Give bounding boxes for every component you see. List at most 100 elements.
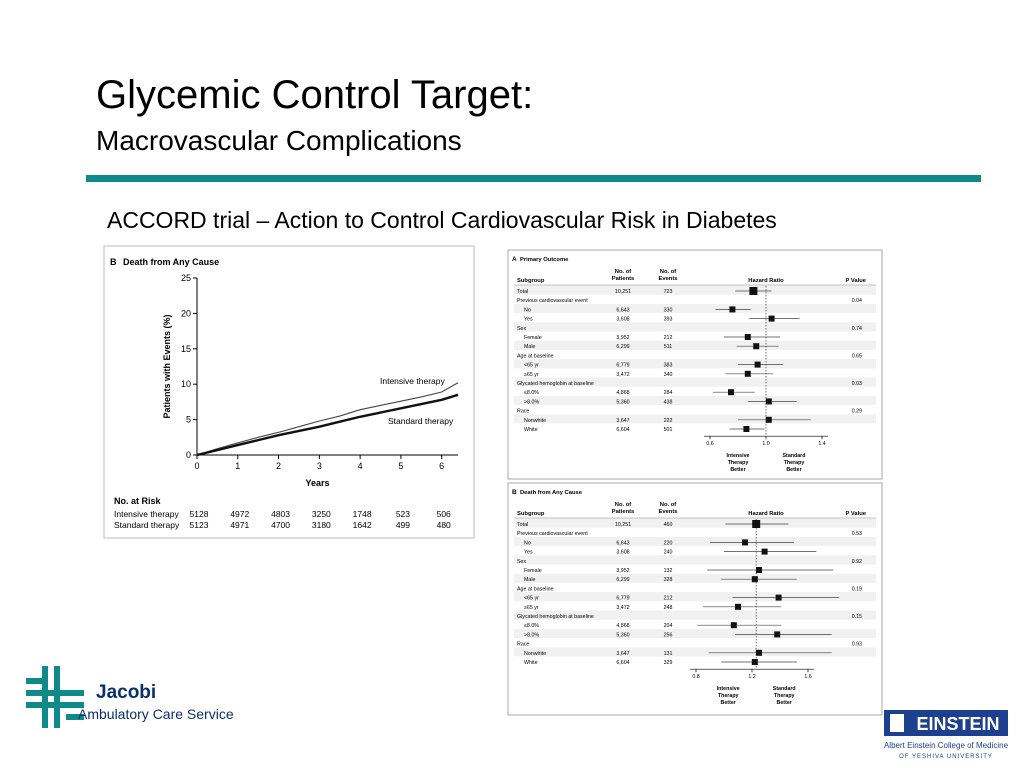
hr-marker [728, 389, 734, 396]
risk-value: 506 [437, 509, 451, 519]
patients: 3,647 [616, 651, 629, 657]
hr-marker [729, 306, 736, 313]
einstein-icon [890, 714, 904, 732]
hr-marker [744, 370, 751, 377]
km-panel [103, 245, 475, 539]
risk-value: 5128 [190, 509, 209, 519]
right-label: Better [786, 467, 801, 473]
col-events: Events [658, 276, 677, 282]
p-value: 0.65 [852, 353, 862, 359]
col-hr: Hazard Ratio [748, 511, 784, 517]
events: 383 [664, 363, 673, 369]
p-value: 0.04 [852, 298, 862, 304]
series-label: Standard therapy [388, 416, 454, 426]
p-value: 0.92 [852, 559, 862, 565]
row-label: <65 yr [524, 363, 539, 369]
patients: 6,643 [616, 307, 629, 313]
row-label: White [524, 660, 538, 666]
left-label: Therapy [718, 693, 739, 699]
events: 328 [664, 577, 673, 583]
row-label: Male [524, 344, 536, 350]
chart-title: Primary Outcome [520, 257, 569, 263]
risk-value: 4700 [271, 520, 290, 530]
row-stripe [514, 647, 876, 657]
patients: 5,360 [616, 399, 629, 405]
col-patients: Patients [612, 276, 635, 282]
row-stripe [514, 555, 876, 565]
einstein-university: OF YESHIVA UNIVERSITY [899, 754, 993, 760]
x-tick-label: 4 [358, 461, 363, 471]
x-tick-label: 0 [194, 461, 199, 471]
patients: 6,643 [616, 540, 629, 546]
row-label: Age at baseline [517, 353, 554, 359]
row-stripe [514, 340, 876, 350]
p-value: 0.29 [852, 409, 862, 415]
col-subgroup: Subgroup [517, 511, 545, 517]
row-label: Sex [517, 326, 526, 332]
right-label: Standard [783, 453, 806, 459]
row-stripe [514, 536, 876, 547]
row-label: No [524, 307, 531, 313]
x-tick-label: 3 [317, 461, 322, 471]
events: 501 [664, 427, 673, 433]
row-stripe [514, 377, 876, 387]
series-label: Intensive therapy [380, 376, 445, 386]
p-value: 0.15 [852, 614, 862, 620]
row-stripe [514, 395, 876, 406]
divider [86, 175, 981, 182]
panel-label: B [512, 489, 517, 496]
right-label: Standard [773, 686, 796, 692]
row-stripe [514, 359, 876, 369]
hr-marker [756, 567, 762, 573]
events: 212 [664, 335, 673, 341]
row-stripe [514, 414, 876, 424]
left-label: Better [730, 467, 745, 473]
y-tick-label: 15 [181, 344, 191, 354]
risk-value: 3180 [312, 520, 331, 530]
row-label: Female [524, 568, 542, 574]
col-p: P Value [845, 278, 866, 284]
row-label: Race [517, 642, 529, 648]
row-stripe [514, 285, 876, 295]
row-label: Nonwhite [524, 418, 546, 424]
row-label: Total [517, 522, 528, 528]
events: 393 [664, 317, 673, 323]
right-label: Better [777, 700, 792, 706]
risk-row-name: Intensive therapy [114, 509, 179, 519]
col-p: P Value [845, 511, 866, 517]
patients: 3,608 [616, 317, 629, 323]
risk-title: No. at Risk [114, 496, 162, 506]
x-tick-label: 5 [398, 461, 403, 471]
events: 511 [664, 344, 672, 350]
events: 284 [664, 390, 673, 396]
slide-heading: ACCORD trial – Action to Control Cardiov… [107, 207, 777, 233]
patients: 5,360 [616, 632, 629, 638]
col-events: No. of [660, 269, 676, 275]
row-stripe [514, 322, 876, 332]
hr-marker [742, 539, 748, 546]
events: 240 [664, 550, 673, 556]
x-tick-label: 2 [276, 461, 281, 471]
col-subgroup: Subgroup [517, 278, 545, 284]
events: 131 [664, 651, 673, 657]
x-tick-label: 1.6 [804, 674, 811, 680]
patients: 3,472 [616, 372, 629, 378]
events: 222 [664, 418, 673, 424]
risk-value: 4803 [271, 509, 290, 519]
events: 329 [664, 660, 673, 666]
col-patients: No. of [615, 269, 631, 275]
hr-marker [765, 416, 772, 423]
left-label: Intensive [717, 686, 740, 692]
row-label: Nonwhite [524, 651, 546, 657]
hr-marker [730, 622, 737, 629]
risk-value: 480 [437, 520, 451, 530]
events: 330 [664, 307, 673, 313]
row-stripe [514, 592, 876, 602]
row-label: White [524, 427, 538, 433]
row-stripe [514, 628, 876, 639]
row-label: No [524, 540, 531, 546]
x-tick-label: 1.4 [818, 441, 825, 447]
km-curve [196, 393, 459, 457]
risk-value: 499 [396, 520, 410, 530]
chart-title: Death from Any Cause [123, 257, 219, 267]
